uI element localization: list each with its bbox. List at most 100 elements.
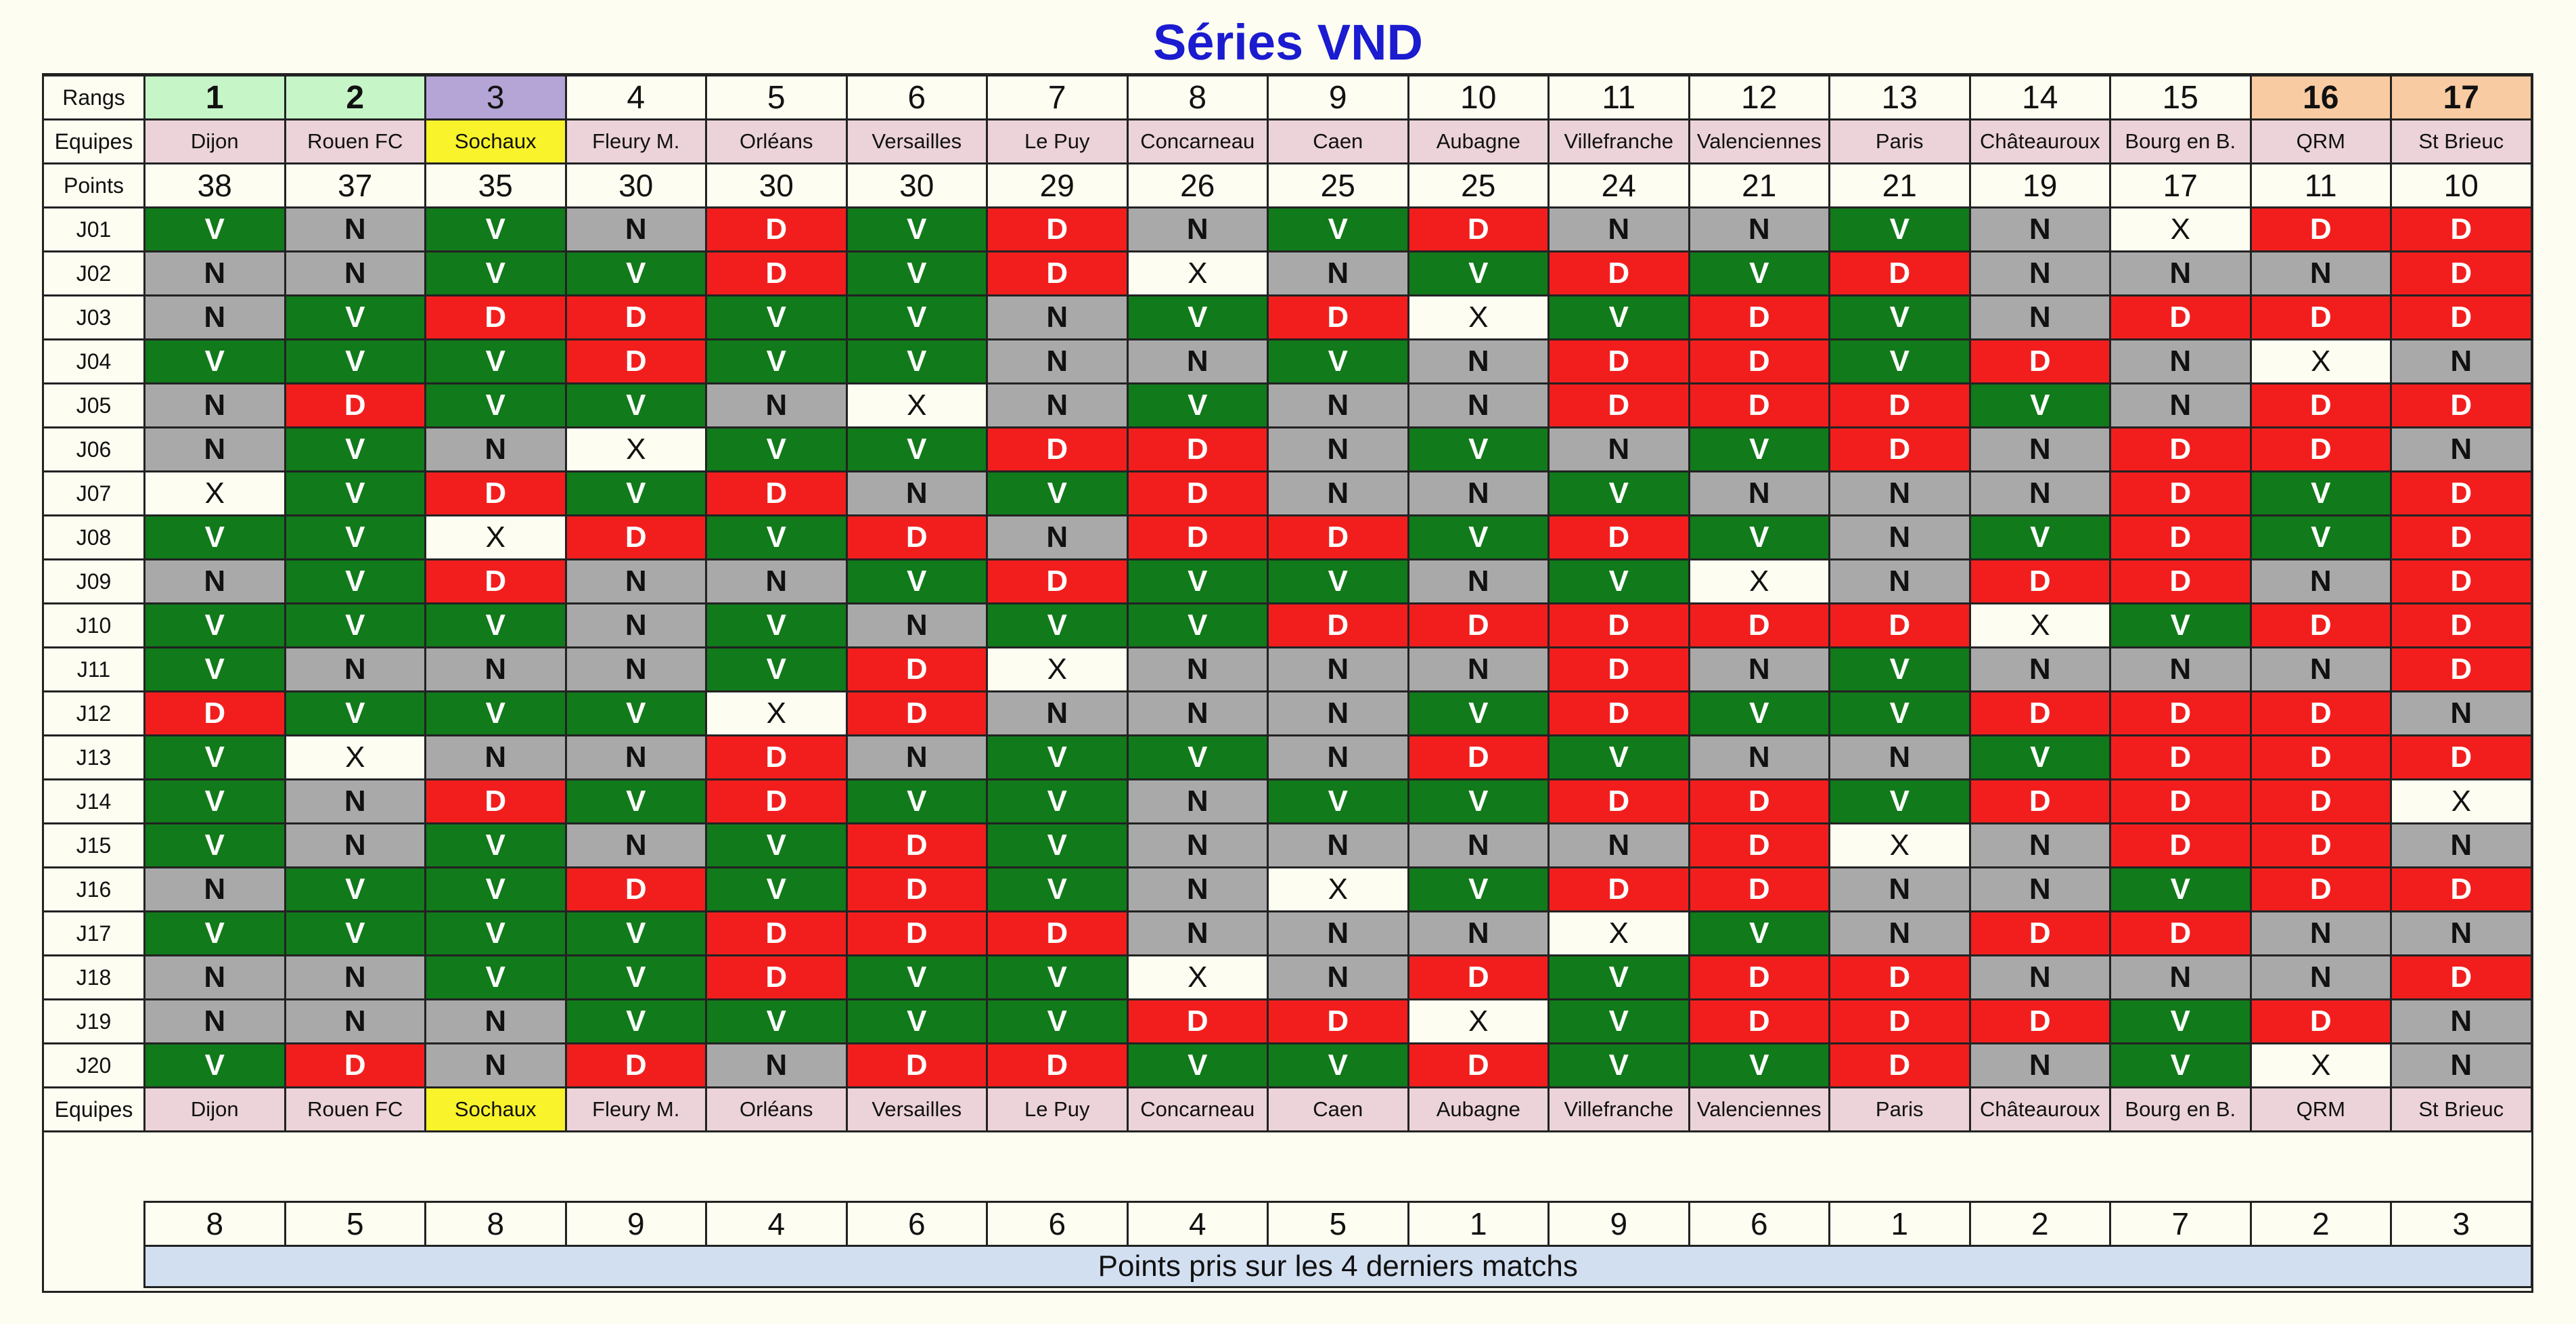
result-cell: D [1547, 646, 1690, 692]
round-label: J09 [42, 558, 145, 604]
round-row: J09 N V D N N V D V V N V X N D D N D [42, 558, 2533, 604]
round-label: J18 [42, 954, 145, 1000]
result-cell: D [845, 690, 988, 736]
team-name-cell: Bourg en B. [2109, 118, 2252, 164]
result-cell: D [705, 910, 848, 956]
result-cell: D [1828, 602, 1971, 648]
result-cell: V [1688, 910, 1830, 956]
ranks-row: Rangs 1 2 3 4 5 6 7 8 9 10 11 12 13 14 15 16 17 [42, 74, 2533, 120]
team-name-cell: Fleury M. [564, 118, 707, 164]
last4-points-cell: 6 [1688, 1201, 1830, 1247]
result-cell: N [845, 470, 988, 516]
result-cell: N [1688, 470, 1830, 516]
result-cell: X [143, 470, 286, 516]
result-cell: N [1267, 822, 1409, 868]
round-row: J03 N V D D V V N V D X V D V N D D D [42, 294, 2533, 340]
result-cell: D [143, 690, 286, 736]
result-cell: N [2390, 822, 2533, 868]
result-cell: V [845, 558, 988, 604]
result-cell: N [143, 250, 286, 296]
result-cell: N [1407, 646, 1550, 692]
result-cell: V [424, 602, 567, 648]
rank-cell: 13 [1828, 74, 1971, 120]
result-cell: N [705, 382, 848, 428]
result-cell: N [2109, 646, 2252, 692]
round-row: J19 N N N V V V V D D X V D D D V D N [42, 998, 2533, 1044]
result-cell: N [2390, 338, 2533, 384]
result-cell: N [1126, 866, 1269, 912]
result-cell: D [1688, 822, 1830, 868]
result-cell: N [143, 294, 286, 340]
result-cell: D [1547, 338, 1690, 384]
result-cell: N [1968, 822, 2111, 868]
result-cell: X [1267, 866, 1409, 912]
team-name-cell: Paris [1828, 1086, 1971, 1132]
round-row: J20 V D N D N D D V V D V V D N V X N [42, 1042, 2533, 1088]
result-cell: V [564, 382, 707, 428]
result-cell: D [1828, 1042, 1971, 1088]
result-cell: V [2109, 866, 2252, 912]
result-cell: X [1407, 294, 1550, 340]
result-cell: V [845, 954, 988, 1000]
result-cell: D [2249, 294, 2392, 340]
points-cell: 30 [705, 162, 848, 208]
result-cell: D [845, 646, 988, 692]
result-cell: D [564, 514, 707, 560]
team-name-cell: Versailles [845, 118, 988, 164]
result-cell: X [2249, 338, 2392, 384]
result-cell: N [705, 558, 848, 604]
result-cell: X [845, 382, 988, 428]
result-cell: V [1547, 734, 1690, 780]
row-label-equipes-bottom: Equipes [42, 1086, 145, 1132]
round-row: J18 N N V V D V V X N D V D D N N N D [42, 954, 2533, 1000]
result-cell: N [564, 646, 707, 692]
team-name-cell: Caen [1267, 1086, 1409, 1132]
result-cell: V [1547, 954, 1690, 1000]
result-cell: N [1267, 910, 1409, 956]
result-cell: N [143, 998, 286, 1044]
last4-caption: Points pris sur les 4 derniers matchs [143, 1245, 2533, 1288]
result-cell: X [424, 514, 567, 560]
round-label: J16 [42, 866, 145, 912]
result-cell: D [1968, 690, 2111, 736]
result-cell: V [564, 690, 707, 736]
result-cell: D [1968, 910, 2111, 956]
result-cell: D [845, 514, 988, 560]
result-cell: D [986, 206, 1129, 252]
result-cell: V [424, 866, 567, 912]
result-cell: D [2390, 250, 2533, 296]
result-cell: V [986, 954, 1129, 1000]
result-cell: V [1267, 338, 1409, 384]
result-cell: N [1126, 822, 1269, 868]
result-cell: N [1968, 646, 2111, 692]
last4-points-cell: 6 [845, 1201, 988, 1247]
team-name-cell: Fleury M. [564, 1086, 707, 1132]
result-cell: N [2390, 690, 2533, 736]
round-row: J05 N D V V N X N V N N D D D V N D D [42, 382, 2533, 428]
result-cell: X [1126, 250, 1269, 296]
row-label-rangs: Rangs [42, 74, 145, 120]
last4-points-cell: 1 [1828, 1201, 1971, 1247]
rank-cell: 3 [424, 74, 567, 120]
result-cell: V [143, 1042, 286, 1088]
result-cell: D [1547, 514, 1690, 560]
result-cell: D [2249, 734, 2392, 780]
result-cell: V [143, 910, 286, 956]
points-cell: 10 [2390, 162, 2533, 208]
result-cell: D [2109, 734, 2252, 780]
result-cell: V [1547, 470, 1690, 516]
result-cell: D [1688, 866, 1830, 912]
result-cell: N [1267, 646, 1409, 692]
result-cell: V [424, 250, 567, 296]
team-name-cell: Caen [1267, 118, 1409, 164]
result-cell: V [1126, 734, 1269, 780]
rank-cell: 14 [1968, 74, 2111, 120]
round-row: J04 V V V D V V N N V N D D V D N X N [42, 338, 2533, 384]
team-name-cell: Sochaux [424, 118, 567, 164]
team-name-cell: Valenciennes [1688, 1086, 1830, 1132]
result-cell: X [2109, 206, 2252, 252]
round-label: J13 [42, 734, 145, 780]
result-cell: D [1126, 514, 1269, 560]
result-cell: N [1267, 954, 1409, 1000]
result-cell: V [1126, 602, 1269, 648]
